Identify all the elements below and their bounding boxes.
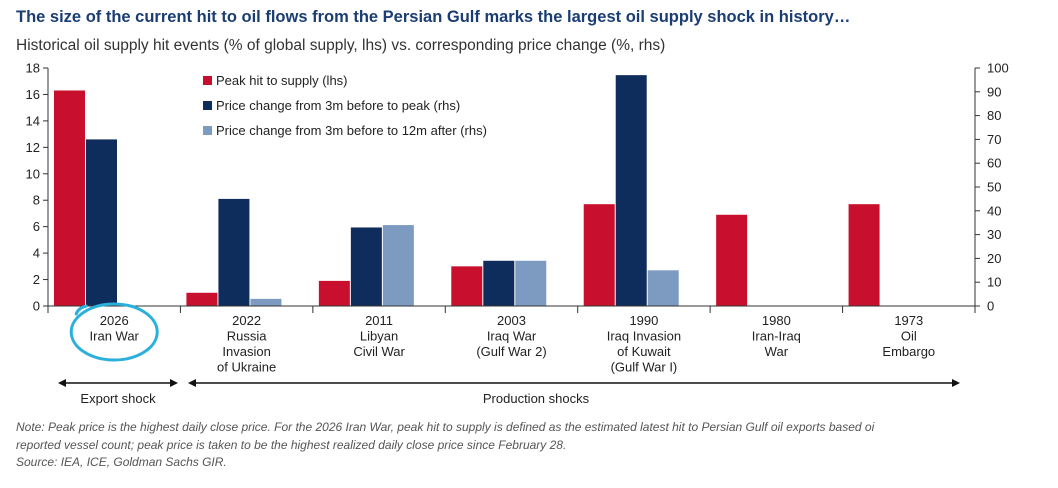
- left-axis-tick-label: 6: [33, 219, 40, 234]
- bar-price-12m-after: [382, 225, 414, 306]
- footnote: Note: Peak price is the highest daily cl…: [16, 419, 1016, 472]
- export-shock-label: Export shock: [80, 391, 156, 406]
- right-axis-tick-label: 10: [987, 275, 1001, 290]
- right-axis-tick-label: 100: [987, 61, 1009, 76]
- legend-label: Price change from 3m before to peak (rhs…: [216, 98, 460, 113]
- legend-swatch: [203, 101, 212, 110]
- chart-title: The size of the current hit to oil flows…: [16, 8, 851, 26]
- x-axis-category-label: Iran-Iraq: [752, 329, 801, 344]
- bar-price-12m-after: [647, 270, 679, 306]
- bar-supply-hit: [54, 90, 85, 306]
- right-axis-tick-label: 80: [987, 108, 1001, 123]
- bar-supply-hit: [451, 266, 483, 306]
- bar-supply-hit: [318, 280, 350, 306]
- note-line: reported vessel count; peak price is tak…: [16, 437, 567, 452]
- production-shocks-arrow-left-head: [188, 379, 196, 387]
- bar-price-to-peak: [86, 139, 117, 306]
- right-axis-tick-label: 30: [987, 227, 1001, 242]
- left-axis-tick-label: 14: [26, 113, 40, 128]
- right-axis-tick-label: 40: [987, 203, 1001, 218]
- bar-price-12m-after: [250, 298, 282, 306]
- right-axis-tick-label: 50: [987, 180, 1001, 195]
- x-axis-category-label: Iraq War: [487, 329, 537, 344]
- bar-supply-hit: [186, 292, 218, 306]
- left-axis-tick-label: 0: [33, 299, 40, 314]
- chart-subtitle: Historical oil supply hit events (% of g…: [16, 37, 666, 54]
- x-axis-category-label: Invasion: [222, 344, 270, 359]
- x-axis-category-label: Russia: [227, 329, 268, 344]
- x-axis-category-label: Embargo: [882, 344, 935, 359]
- export-shock-arrow-left-head: [58, 379, 66, 387]
- highlight-circle: [69, 302, 159, 362]
- x-axis-category-label: 1980: [762, 313, 791, 328]
- right-axis-tick-label: 0: [987, 299, 994, 314]
- left-axis-tick-label: 16: [26, 87, 40, 102]
- left-axis-tick-label: 2: [33, 272, 40, 287]
- note-line: Note: Peak price is the highest daily cl…: [16, 420, 875, 434]
- right-axis-tick-label: 70: [987, 132, 1001, 147]
- left-axis-tick-label: 8: [33, 193, 40, 208]
- bar-price-12m-after: [515, 260, 547, 306]
- legend-label: Peak hit to supply (lhs): [216, 73, 348, 88]
- x-axis-category-label: (Gulf War 2): [476, 344, 546, 359]
- x-axis-category-label: War: [765, 344, 789, 359]
- x-axis-category-label: of Ukraine: [217, 360, 276, 375]
- source-line: Source: IEA, ICE, Goldman Sachs GIR.: [16, 455, 227, 469]
- bar-price-to-peak: [350, 227, 382, 306]
- legend-swatch: [203, 126, 212, 135]
- bar-price-to-peak: [483, 260, 515, 306]
- x-axis-category-label: Civil War: [353, 344, 405, 359]
- legend-label: Price change from 3m before to 12m after…: [216, 123, 487, 138]
- highlight-circle-tail: [74, 304, 88, 316]
- x-axis-category-label: (Gulf War I): [611, 360, 678, 375]
- x-axis-category-label: 2022: [232, 313, 261, 328]
- left-axis-tick-label: 12: [26, 140, 40, 155]
- bar-supply-hit: [848, 204, 880, 306]
- left-axis-tick-label: 18: [26, 61, 40, 76]
- x-axis-category-label: Iraq Invasion: [607, 329, 681, 344]
- bar-supply-hit: [583, 204, 615, 306]
- left-axis-tick-label: 10: [26, 166, 40, 181]
- right-axis-tick-label: 60: [987, 156, 1001, 171]
- x-axis-category-label: Iran War: [90, 329, 140, 344]
- bar-price-to-peak: [615, 75, 647, 306]
- x-axis-category-label: of Kuwait: [617, 344, 671, 359]
- x-axis-category-label: 1990: [629, 313, 658, 328]
- x-axis-category-label: 2003: [497, 313, 526, 328]
- left-axis-tick-label: 4: [33, 246, 40, 261]
- x-axis-category-label: 2011: [365, 313, 393, 328]
- x-axis-category-label: Oil: [901, 329, 917, 344]
- legend-swatch: [203, 76, 212, 85]
- bar-price-to-peak: [218, 198, 250, 306]
- production-shocks-label: Production shocks: [483, 391, 590, 406]
- bar-supply-hit: [716, 214, 748, 306]
- x-axis-category-label: 2026: [100, 313, 129, 328]
- right-axis-tick-label: 20: [987, 251, 1001, 266]
- right-axis-tick-label: 90: [987, 84, 1001, 99]
- x-axis-category-label: Libyan: [360, 329, 398, 344]
- x-axis-category-label: 1973: [894, 313, 923, 328]
- production-shocks-arrow-right-head: [952, 379, 960, 387]
- export-shock-arrow-right-head: [170, 379, 178, 387]
